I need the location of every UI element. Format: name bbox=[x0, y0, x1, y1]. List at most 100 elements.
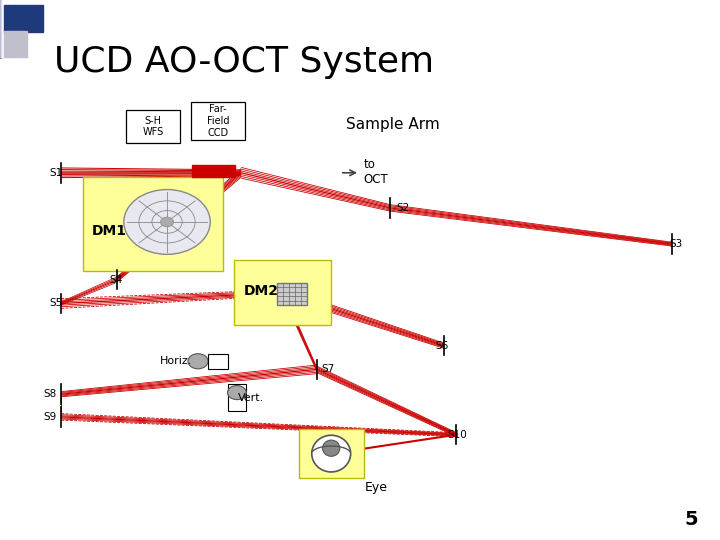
Bar bbox=[2, 0, 6, 57]
Text: S9: S9 bbox=[43, 412, 56, 422]
Bar bbox=[2, 0, 6, 57]
Bar bbox=[1, 0, 6, 57]
Circle shape bbox=[188, 354, 208, 369]
Bar bbox=[1, 0, 6, 57]
Bar bbox=[4, 0, 8, 57]
Bar bbox=[0, 0, 4, 57]
Bar bbox=[3, 0, 7, 57]
Bar bbox=[1, 0, 6, 57]
Bar bbox=[2, 0, 6, 57]
Bar bbox=[3, 0, 7, 57]
Bar bbox=[1, 0, 5, 57]
Bar bbox=[4, 0, 8, 57]
Bar bbox=[1, 0, 5, 57]
Bar bbox=[3, 0, 7, 57]
Bar bbox=[2, 0, 7, 57]
Bar bbox=[1, 0, 5, 57]
Text: S7: S7 bbox=[322, 364, 335, 374]
Bar bbox=[2, 0, 6, 57]
Bar bbox=[1, 0, 6, 57]
Text: Far-
Field
CCD: Far- Field CCD bbox=[207, 104, 229, 138]
Bar bbox=[2, 0, 6, 57]
Bar bbox=[2, 0, 6, 57]
Bar bbox=[1, 0, 6, 57]
Bar bbox=[3, 0, 7, 57]
Bar bbox=[1, 0, 5, 57]
Bar bbox=[1, 0, 6, 57]
Bar bbox=[1, 0, 5, 57]
Bar bbox=[1, 0, 5, 57]
Bar bbox=[0, 0, 4, 57]
Bar bbox=[2, 0, 6, 57]
Bar bbox=[1, 0, 6, 57]
Bar bbox=[2, 0, 6, 57]
Bar bbox=[0, 0, 4, 57]
Text: S-H
WFS: S-H WFS bbox=[143, 116, 163, 137]
Bar bbox=[1, 0, 6, 57]
Bar bbox=[3, 0, 7, 57]
Bar bbox=[1, 0, 6, 57]
Bar bbox=[1, 0, 5, 57]
Bar bbox=[1, 0, 5, 57]
Bar bbox=[0, 0, 4, 57]
Bar bbox=[1, 0, 6, 57]
Bar bbox=[1, 0, 6, 57]
Bar bbox=[1, 0, 6, 57]
Bar bbox=[2, 0, 6, 57]
Bar bbox=[2, 0, 6, 57]
Text: S10: S10 bbox=[448, 430, 467, 440]
Bar bbox=[4, 31, 27, 57]
Bar bbox=[1, 0, 6, 57]
Text: S3: S3 bbox=[669, 239, 682, 249]
Bar bbox=[191, 102, 245, 140]
Text: Sample Arm: Sample Arm bbox=[346, 117, 439, 132]
Bar bbox=[3, 0, 7, 57]
Bar bbox=[4, 0, 8, 57]
Bar bbox=[1, 0, 5, 57]
Bar bbox=[0, 0, 4, 57]
Bar bbox=[1, 0, 5, 57]
Bar bbox=[2, 0, 6, 57]
Bar bbox=[2, 0, 6, 57]
Bar bbox=[234, 260, 331, 325]
Bar bbox=[1, 0, 5, 57]
Bar bbox=[1, 0, 6, 57]
Bar bbox=[3, 0, 7, 57]
Bar bbox=[0, 0, 4, 57]
Text: S4: S4 bbox=[109, 275, 122, 285]
Bar bbox=[4, 0, 8, 57]
Bar bbox=[1, 0, 6, 57]
Bar bbox=[1, 0, 5, 57]
Bar bbox=[299, 429, 364, 478]
Bar bbox=[4, 0, 8, 57]
Bar bbox=[4, 0, 8, 57]
Bar bbox=[4, 0, 8, 57]
Bar bbox=[1, 0, 6, 57]
Bar bbox=[0, 0, 4, 57]
Bar bbox=[2, 0, 6, 57]
Bar bbox=[3, 0, 7, 57]
Bar bbox=[3, 0, 7, 57]
Bar bbox=[2, 0, 6, 57]
Bar bbox=[4, 0, 8, 57]
Bar bbox=[0, 0, 4, 57]
Bar bbox=[1, 0, 6, 57]
Bar bbox=[4, 5, 43, 32]
Bar bbox=[1, 0, 6, 57]
Bar bbox=[1, 0, 5, 57]
Bar bbox=[2, 0, 6, 57]
Bar bbox=[1, 0, 6, 57]
Bar bbox=[2, 0, 6, 57]
Text: S8: S8 bbox=[43, 389, 56, 399]
Bar bbox=[1, 0, 5, 57]
Bar bbox=[4, 0, 7, 57]
Bar bbox=[1, 0, 6, 57]
Bar bbox=[3, 0, 7, 57]
Bar bbox=[3, 0, 7, 57]
Bar bbox=[0, 0, 4, 57]
Text: Vert.: Vert. bbox=[238, 393, 264, 403]
Bar bbox=[1, 0, 6, 57]
Bar bbox=[3, 0, 7, 57]
Bar bbox=[2, 0, 6, 57]
Bar bbox=[3, 0, 7, 57]
